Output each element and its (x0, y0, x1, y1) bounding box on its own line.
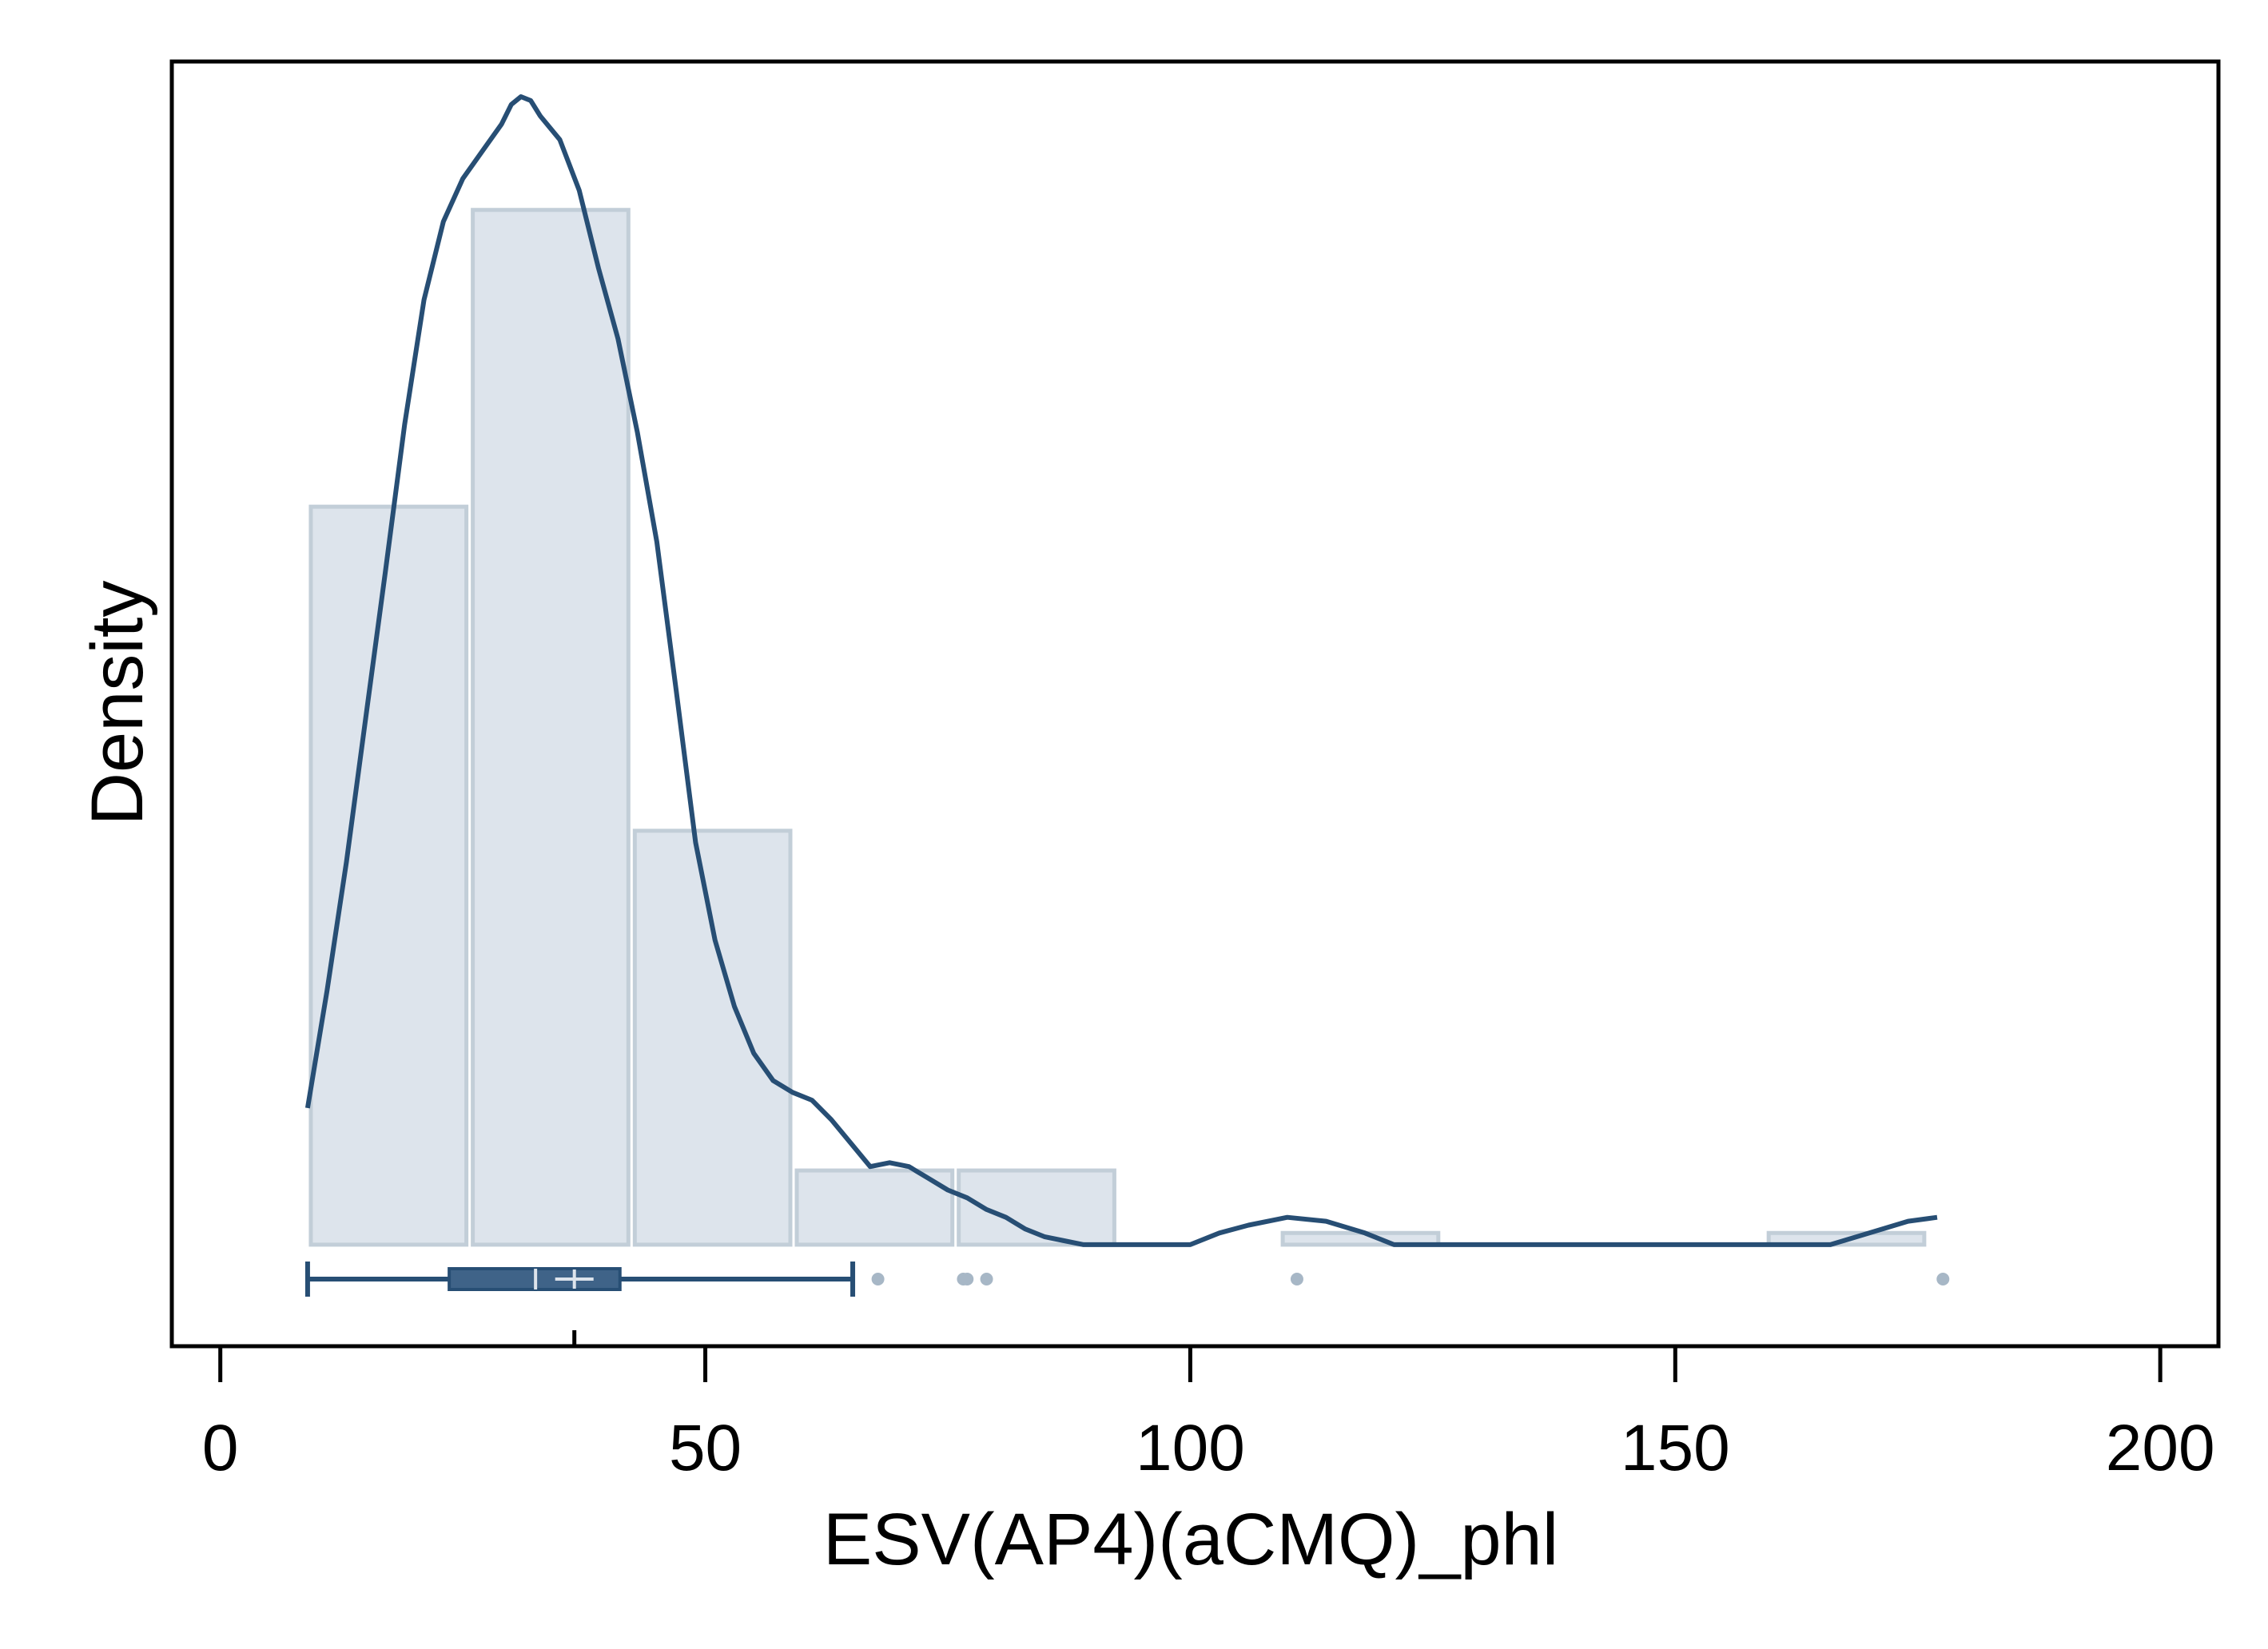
outlier-point-4 (980, 1273, 993, 1285)
x-tick-label-100: 100 (1136, 1412, 1245, 1484)
x-tick-label-150: 150 (1621, 1412, 1730, 1484)
boxplot-outliers (871, 1273, 1950, 1285)
histogram-bar-3 (632, 828, 793, 1247)
x-axis: 0 50 100 150 200 (202, 1346, 2215, 1484)
y-axis-label: Density (77, 581, 158, 826)
x-tick-label-50: 50 (669, 1412, 742, 1484)
outlier-point-1 (871, 1273, 885, 1285)
histogram-bars (308, 208, 1927, 1247)
x-tick-label-200: 200 (2106, 1412, 2215, 1484)
histogram-bar-1 (308, 504, 469, 1247)
density-curve (304, 94, 1938, 1247)
outlier-point-3 (961, 1273, 974, 1285)
outlier-point-5 (1290, 1273, 1303, 1285)
x-axis-label: ESV(AP4)(aCMQ)_phl (823, 1499, 1558, 1580)
histogram-bar-2 (471, 208, 631, 1247)
x-tick-label-0: 0 (202, 1412, 239, 1484)
histogram-bar-4 (794, 1168, 955, 1247)
outlier-point-6 (1936, 1273, 1950, 1285)
boxplot (304, 1262, 856, 1346)
